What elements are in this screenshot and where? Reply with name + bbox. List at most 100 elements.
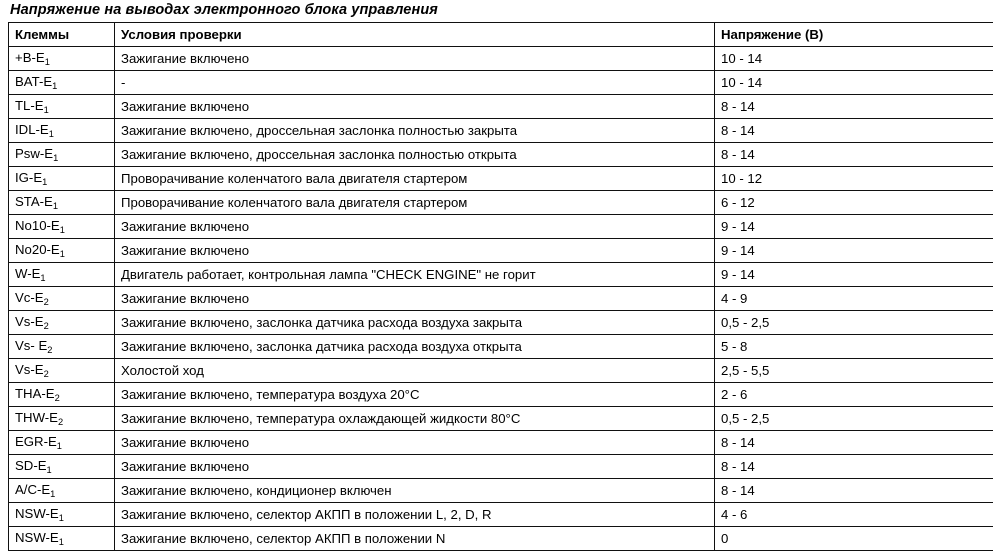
cell-terminal: THA-E2 xyxy=(8,382,115,407)
cell-conditions: Зажигание включено xyxy=(114,214,715,239)
terminal-name: Vc-E xyxy=(15,290,44,305)
cell-voltage: 4 - 6 xyxy=(714,502,993,527)
terminal-name: Vs- E xyxy=(15,338,48,353)
terminal-subscript: 1 xyxy=(56,441,62,451)
page: Напряжение на выводах электронного блока… xyxy=(8,2,993,551)
cell-terminal: +B-E1 xyxy=(8,46,115,71)
cell-voltage: 0 xyxy=(714,526,993,551)
table-header: Клеммы Условия проверки Напряжение (В) xyxy=(8,22,993,47)
terminal-subscript: 1 xyxy=(59,225,65,235)
terminal-subscript: 2 xyxy=(43,321,49,331)
table-row: THA-E2 Зажигание включено, температура во… xyxy=(8,382,993,407)
cell-terminal: A/C-E1 xyxy=(8,478,115,503)
table-row: Psw-E1 Зажигание включено, дроссельная за… xyxy=(8,142,993,167)
terminal-name: NSW-E xyxy=(15,506,59,521)
terminal-name: W-E xyxy=(15,266,41,281)
cell-voltage: 8 - 14 xyxy=(714,430,993,455)
cell-voltage: 0,5 - 2,5 xyxy=(714,310,993,335)
cell-conditions: Зажигание включено, селектор АКПП в поло… xyxy=(114,526,715,551)
cell-voltage: 9 - 14 xyxy=(714,262,993,287)
cell-voltage: 8 - 14 xyxy=(714,94,993,119)
terminal-name: NSW-E xyxy=(15,530,59,545)
terminal-subscript: 2 xyxy=(47,345,53,355)
cell-voltage: 9 - 14 xyxy=(714,214,993,239)
table-row: NSW-E1 Зажигание включено, селектор АКПП … xyxy=(8,526,993,551)
cell-conditions: Проворачивание коленчатого вала двигател… xyxy=(114,166,715,191)
cell-voltage: 10 - 14 xyxy=(714,46,993,71)
cell-voltage: 10 - 14 xyxy=(714,70,993,95)
cell-terminal: No10-E1 xyxy=(8,214,115,239)
cell-conditions: Зажигание включено, кондиционер включен xyxy=(114,478,715,503)
terminal-name: IDL-E xyxy=(15,122,49,137)
terminal-name: BAT-E xyxy=(15,74,53,89)
terminal-name: SD-E xyxy=(15,458,47,473)
cell-terminal: No20-E1 xyxy=(8,238,115,263)
cell-voltage: 8 - 14 xyxy=(714,142,993,167)
cell-conditions: Проворачивание коленчатого вала двигател… xyxy=(114,190,715,215)
terminal-subscript: 1 xyxy=(52,201,59,211)
terminal-name: STA-E xyxy=(15,194,53,209)
table-body: +B-E1 Зажигание включено 10 - 14 BAT-E1-10 … xyxy=(8,46,993,551)
cell-voltage: 4 - 9 xyxy=(714,286,993,311)
terminal-name: THA-E xyxy=(15,386,55,401)
terminal-subscript: 2 xyxy=(43,297,49,307)
terminal-name: EGR-E xyxy=(15,434,57,449)
table-row: No20-E1 Зажигание включено 9 - 14 xyxy=(8,238,993,263)
table-row: Vs-E2 Холостой ход 2,5 - 5,5 xyxy=(8,358,993,383)
cell-voltage: 9 - 14 xyxy=(714,238,993,263)
cell-terminal: BAT-E1 xyxy=(8,70,115,95)
terminal-name: No10-E xyxy=(15,218,60,233)
terminal-name: A/C-E xyxy=(15,482,51,497)
terminal-subscript: 1 xyxy=(48,129,54,139)
table-row: Vs- E2 Зажигание включено, заслонка датчи… xyxy=(8,334,993,359)
cell-terminal: Vc-E2 xyxy=(8,286,115,311)
cell-terminal: IDL-E1 xyxy=(8,118,115,143)
terminal-name: Psw-E xyxy=(15,146,54,161)
cell-conditions: Двигатель работает, контрольная лампа "C… xyxy=(114,262,715,287)
cell-conditions: Зажигание включено xyxy=(114,238,715,263)
cell-conditions: Зажигание включено, дроссельная заслонка… xyxy=(114,118,715,143)
terminal-name: No20-E xyxy=(15,242,60,257)
terminal-name: THW-E xyxy=(15,410,58,425)
terminal-name: Vs-E xyxy=(15,314,44,329)
cell-voltage: 8 - 14 xyxy=(714,454,993,479)
cell-terminal: SD-E1 xyxy=(8,454,115,479)
cell-voltage: 2,5 - 5,5 xyxy=(714,358,993,383)
terminal-subscript: 1 xyxy=(58,537,64,547)
table-row: No10-E1 Зажигание включено 9 - 14 xyxy=(8,214,993,239)
terminal-name: TL-E xyxy=(15,98,44,113)
cell-conditions: Зажигание включено xyxy=(114,454,715,479)
table-row: IDL-E1 Зажигание включено, дроссельная за… xyxy=(8,118,993,143)
table-row: THW-E2 Зажигание включено, температура ох… xyxy=(8,406,993,431)
table-row: +B-E1 Зажигание включено 10 - 14 xyxy=(8,46,993,71)
page-title: Напряжение на выводах электронного блока… xyxy=(10,2,438,18)
cell-conditions: Зажигание включено xyxy=(114,430,715,455)
ecu-terminal-voltage-table: Клеммы Условия проверки Напряжение (В) +… xyxy=(8,22,993,551)
cell-conditions: Зажигание включено, селектор АКПП в поло… xyxy=(114,502,715,527)
cell-terminal: W-E1 xyxy=(8,262,115,287)
cell-terminal: THW-E2 xyxy=(8,406,115,431)
cell-voltage: 6 - 12 xyxy=(714,190,993,215)
terminal-subscript: 1 xyxy=(50,489,56,499)
terminal-subscript: 1 xyxy=(59,249,65,259)
terminal-subscript: 1 xyxy=(43,105,49,115)
terminal-subscript: 2 xyxy=(57,417,64,427)
table-row: EGR-E1 Зажигание включено 8 - 14 xyxy=(8,430,993,455)
table-row: A/C-E1 Зажигание включено, кондиционер вк… xyxy=(8,478,993,503)
cell-terminal: STA-E1 xyxy=(8,190,115,215)
cell-terminal: EGR-E1 xyxy=(8,430,115,455)
cell-conditions: Холостой ход xyxy=(114,358,715,383)
cell-voltage: 5 - 8 xyxy=(714,334,993,359)
column-header-conditions: Условия проверки xyxy=(114,22,715,47)
table-row: Vc-E2 Зажигание включено 4 - 9 xyxy=(8,286,993,311)
cell-terminal: Vs- E2 xyxy=(8,334,115,359)
terminal-subscript: 1 xyxy=(40,273,46,283)
table-row: TL-E1 Зажигание включено 8 - 14 xyxy=(8,94,993,119)
cell-conditions: - xyxy=(114,70,715,95)
cell-conditions: Зажигание включено xyxy=(114,286,715,311)
cell-voltage: 8 - 14 xyxy=(714,478,993,503)
cell-conditions: Зажигание включено xyxy=(114,46,715,71)
cell-conditions: Зажигание включено, дроссельная заслонка… xyxy=(114,142,715,167)
table-row: W-E1 Двигатель работает, контрольная ламп… xyxy=(8,262,993,287)
table-row: STA-E1 Проворачивание коленчатого вала дв… xyxy=(8,190,993,215)
